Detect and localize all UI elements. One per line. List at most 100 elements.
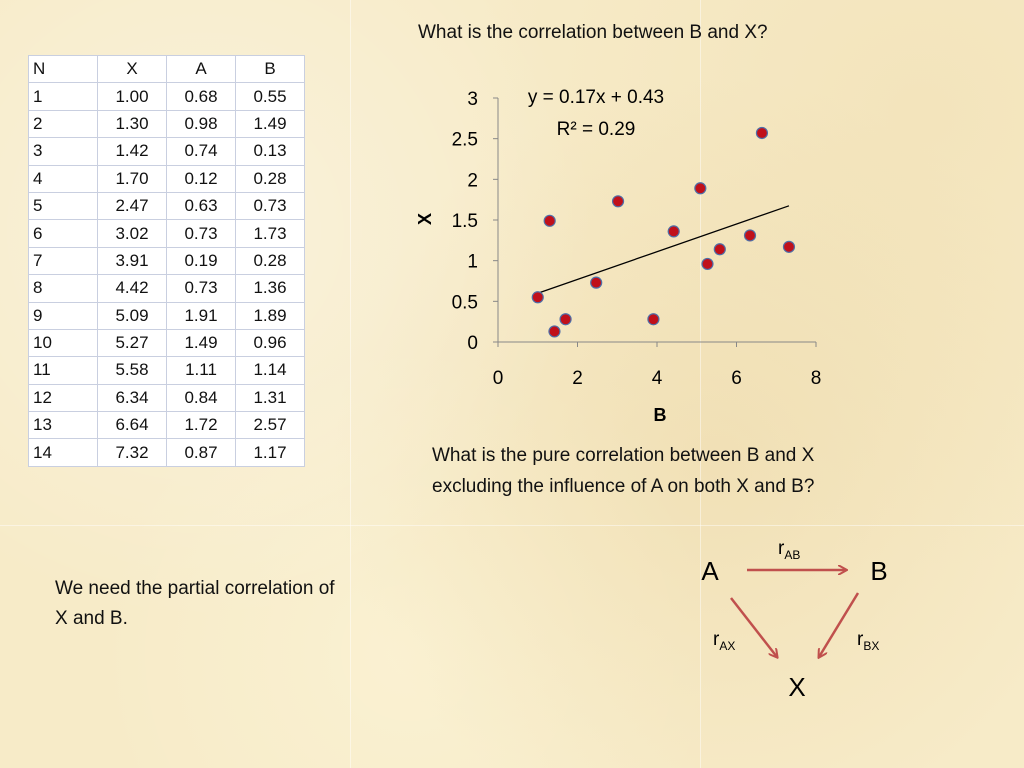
background-tile-seam bbox=[0, 525, 1024, 526]
data-table: N X A B 1 1.00 0.68 0.55 2 1.30 0.98 1.49 3 1.42 0… bbox=[28, 54, 305, 467]
table-cell: 0.74 bbox=[166, 137, 236, 166]
table-cell: 14 bbox=[28, 438, 98, 467]
y-tick-label: 1.5 bbox=[452, 211, 478, 232]
y-tick-label: 1 bbox=[467, 252, 478, 273]
table-row: 5 2.47 0.63 0.73 bbox=[28, 191, 305, 221]
table-cell: 1.42 bbox=[97, 137, 167, 166]
table-row: 14 7.32 0.87 1.17 bbox=[28, 438, 305, 467]
question-line: excluding the influence of A on both X a… bbox=[432, 476, 815, 497]
arrow-a-to-x bbox=[730, 597, 777, 657]
table-cell: 1.49 bbox=[235, 109, 305, 139]
r-bx-label: rBX bbox=[857, 629, 879, 653]
table-cell: 9 bbox=[28, 301, 98, 330]
table-cell: 0.87 bbox=[166, 438, 236, 467]
r-squared-label: R² = 0.29 bbox=[557, 119, 636, 140]
table-cell: 1.31 bbox=[235, 383, 305, 413]
table-cell: 0.55 bbox=[235, 82, 305, 111]
table-cell: 2.47 bbox=[97, 191, 167, 221]
table-body: 1 1.00 0.68 0.55 2 1.30 0.98 1.49 3 1.42 0.74 0.13 4… bbox=[28, 82, 305, 467]
table-cell: 0.73 bbox=[166, 274, 236, 303]
table-cell: 3.91 bbox=[97, 246, 167, 276]
table-cell: 0.13 bbox=[235, 137, 305, 166]
table-cell: 7 bbox=[28, 246, 98, 276]
table-cell: 0.68 bbox=[166, 82, 236, 111]
question-pure-correlation: What is the pure correlation between B a… bbox=[432, 440, 814, 502]
table-cell: 0.73 bbox=[166, 219, 236, 248]
arrow-b-to-x bbox=[819, 592, 860, 657]
table-cell: 13 bbox=[28, 411, 98, 440]
table-cell: 5.09 bbox=[97, 301, 167, 330]
column-header-b: B bbox=[235, 54, 305, 84]
table-cell: 2.57 bbox=[235, 411, 305, 440]
data-point bbox=[590, 276, 603, 289]
table-cell: 7.32 bbox=[97, 438, 167, 467]
table-cell: 8 bbox=[28, 274, 98, 303]
data-point bbox=[782, 240, 796, 253]
table-row: 2 1.30 0.98 1.49 bbox=[28, 109, 305, 139]
table-cell: 1.49 bbox=[166, 328, 236, 358]
r-ab-label: rAB bbox=[778, 538, 800, 562]
column-header-a: A bbox=[166, 54, 236, 84]
table-row: 9 5.09 1.91 1.89 bbox=[28, 301, 305, 330]
data-point bbox=[559, 313, 572, 326]
data-point bbox=[755, 126, 769, 140]
table-row: 6 3.02 0.73 1.73 bbox=[28, 219, 305, 248]
data-point bbox=[694, 182, 707, 195]
trendline-equation: y = 0.17x + 0.43 bbox=[528, 87, 664, 108]
table-row: 12 6.34 0.84 1.31 bbox=[28, 383, 305, 413]
table-cell: 0.84 bbox=[166, 383, 236, 413]
note-line: We need the partial correlation of bbox=[55, 578, 335, 599]
question-correlation: What is the correlation between B and X? bbox=[418, 22, 768, 43]
data-point bbox=[531, 291, 544, 304]
y-tick-label: 2.5 bbox=[452, 130, 478, 151]
table-cell: 1.17 bbox=[235, 438, 305, 467]
table-cell: 6.64 bbox=[97, 411, 167, 440]
table-cell: 1.30 bbox=[97, 109, 167, 139]
table-cell: 0.28 bbox=[235, 246, 305, 276]
table-cell: 10 bbox=[28, 328, 98, 358]
data-point bbox=[647, 313, 660, 326]
table-cell: 3.02 bbox=[97, 219, 167, 248]
table-cell: 1.89 bbox=[235, 301, 305, 330]
data-point bbox=[743, 229, 757, 242]
table-cell: 5.58 bbox=[97, 356, 167, 385]
table-row: 10 5.27 1.49 0.96 bbox=[28, 328, 305, 358]
table-cell: 11 bbox=[28, 356, 98, 385]
table-cell: 0.98 bbox=[166, 109, 236, 139]
data-point bbox=[543, 214, 556, 227]
table-cell: 1.00 bbox=[97, 82, 167, 111]
table-cell: 4 bbox=[28, 164, 98, 193]
x-tick-label: 6 bbox=[731, 368, 742, 389]
question-line: What is the pure correlation between B a… bbox=[432, 445, 815, 466]
background-tile-seam bbox=[350, 0, 351, 768]
table-cell: 1.11 bbox=[166, 356, 236, 385]
node-x-label: X bbox=[788, 672, 805, 702]
table-row: 8 4.42 0.73 1.36 bbox=[28, 274, 305, 303]
table-row: 1 1.00 0.68 0.55 bbox=[28, 82, 305, 111]
table-cell: 1.14 bbox=[235, 356, 305, 385]
table-cell: 0.63 bbox=[166, 191, 236, 221]
correlation-diagram: A B X rAB rAX rBX bbox=[701, 538, 887, 702]
y-axis-title: X bbox=[415, 213, 435, 225]
table-cell: 0.12 bbox=[166, 164, 236, 193]
column-header-n: N bbox=[28, 54, 98, 84]
y-tick-label: 0.5 bbox=[452, 292, 478, 313]
data-point bbox=[611, 195, 625, 208]
table-cell: 6.34 bbox=[97, 383, 167, 413]
table-cell: 0.96 bbox=[235, 328, 305, 358]
r-ax-label: rAX bbox=[713, 629, 735, 653]
table-row: 13 6.64 1.72 2.57 bbox=[28, 411, 305, 440]
x-axis-title: B bbox=[654, 405, 667, 425]
table-cell: 4.42 bbox=[97, 274, 167, 303]
table-cell: 1 bbox=[28, 82, 98, 111]
x-tick-label: 2 bbox=[572, 368, 583, 389]
table-cell: 6 bbox=[28, 219, 98, 248]
table-cell: 12 bbox=[28, 383, 98, 413]
table-row: 3 1.42 0.74 0.13 bbox=[28, 137, 305, 166]
table-cell: 0.73 bbox=[235, 191, 305, 221]
table-cell: 3 bbox=[28, 137, 98, 166]
node-a-label: A bbox=[701, 556, 719, 586]
table-cell: 1.91 bbox=[166, 301, 236, 330]
chart-points bbox=[531, 126, 796, 338]
note-line: X and B. bbox=[55, 608, 128, 629]
